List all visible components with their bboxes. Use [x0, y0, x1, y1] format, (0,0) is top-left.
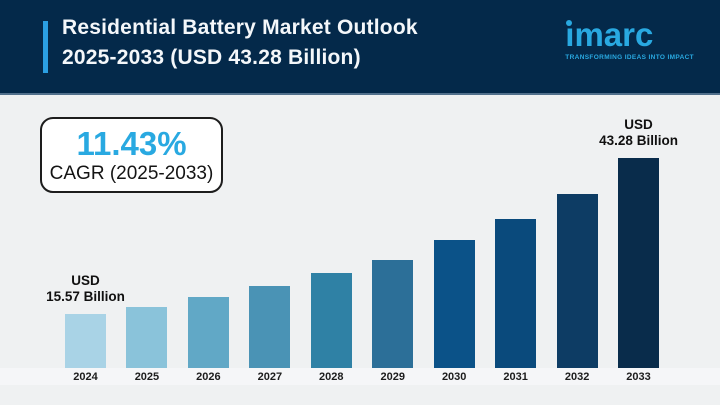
page-title-line2: 2025-2033 (USD 43.28 Billion) [62, 46, 361, 69]
value-label-last: USD 43.28 Billion [574, 117, 704, 149]
x-tick-2025: 2025 [134, 371, 160, 383]
bar-2033 [618, 158, 660, 368]
page-title: Residential Battery Market Outlook 2025-… [62, 13, 418, 73]
bar-2027 [249, 286, 291, 368]
x-tick-2029: 2029 [380, 371, 405, 383]
cagr-value: 11.43% [76, 124, 187, 162]
bar-2025 [126, 307, 168, 368]
x-tick-2030: 2030 [441, 371, 467, 383]
title-accent-bar [43, 21, 48, 73]
logo-text: ı marc [565, 16, 654, 53]
x-tick-2027: 2027 [257, 371, 283, 383]
x-tick-2026: 2026 [196, 371, 221, 383]
value-label-last-line2: 43.28 Billion [599, 133, 678, 148]
cagr-label: CAGR (2025-2033) [49, 162, 214, 184]
baseline-strip [0, 368, 720, 385]
cagr-box: 11.43% CAGR (2025-2033) [40, 117, 223, 193]
logo-tagline: TRANSFORMING IDEAS INTO IMPACT [565, 54, 694, 61]
page-title-line1: Residential Battery Market Outlook [62, 16, 418, 39]
bar-2030 [433, 240, 475, 368]
bar-2028 [310, 273, 352, 368]
bar-2032 [556, 194, 598, 368]
x-tick-2028: 2028 [319, 371, 344, 383]
logo-i-dot [566, 20, 573, 26]
x-tick-2033: 2033 [626, 371, 651, 383]
value-label-last-line1: USD [624, 117, 653, 132]
value-label-first-line2: 15.57 Billion [46, 289, 125, 304]
value-label-first: USD 15.57 Billion [21, 273, 151, 305]
x-tick-2032: 2032 [564, 371, 590, 383]
value-label-first-line1: USD [71, 273, 100, 288]
x-tick-2024: 2024 [73, 371, 98, 383]
header: Residential Battery Market Outlook 2025-… [0, 0, 720, 95]
imarc-logo: ı marc TRANSFORMING IDEAS INTO IMPACT [565, 16, 694, 62]
bar-2031 [495, 219, 537, 368]
bar-2024 [65, 314, 106, 368]
bar-2029 [372, 260, 414, 368]
bar-2026 [187, 297, 229, 368]
x-tick-2031: 2031 [503, 371, 528, 383]
